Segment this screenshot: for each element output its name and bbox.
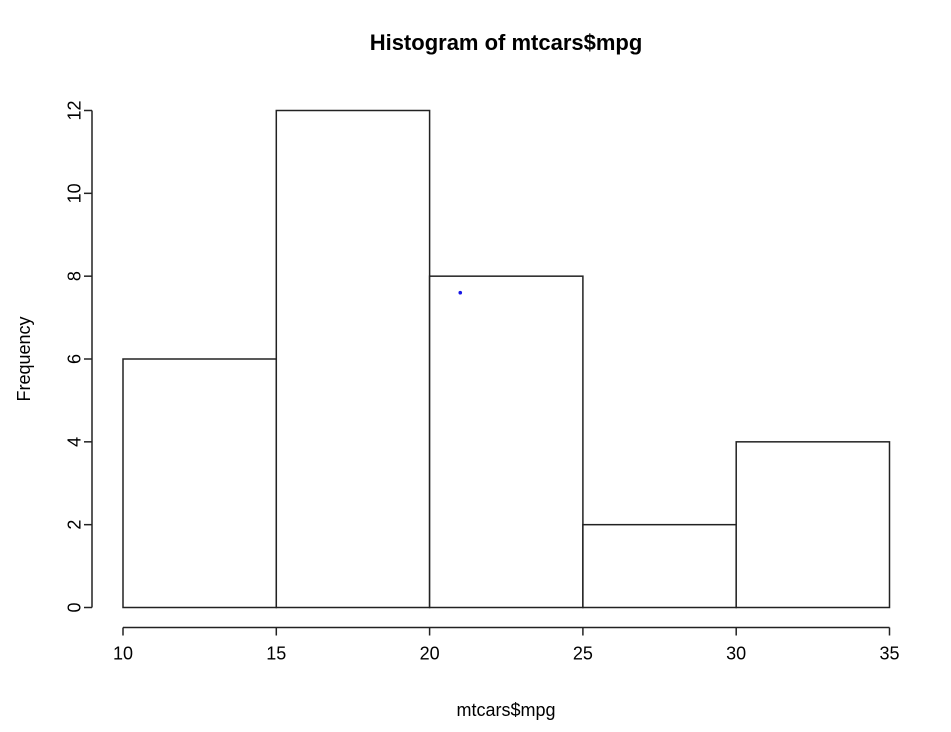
y-axis-tick-label: 4 [64, 437, 84, 447]
x-axis-title: mtcars$mpg [456, 700, 555, 720]
x-axis-tick-label: 30 [726, 644, 746, 664]
x-axis-tick-label: 10 [113, 644, 133, 664]
x-axis-tick-label: 20 [420, 644, 440, 664]
y-axis-tick-label: 10 [64, 183, 84, 203]
y-axis-tick-label: 2 [64, 520, 84, 530]
y-axis-tick-label: 0 [64, 602, 84, 612]
histogram-bar [582, 523, 737, 609]
histogram-bar [428, 275, 584, 609]
stray-data-point [458, 290, 463, 295]
histogram-bar [122, 358, 278, 609]
x-axis: 10 15 20 25 30 35 [113, 626, 900, 664]
y-axis-tick-label: 6 [64, 354, 84, 364]
histogram-bar [735, 441, 891, 609]
chart-title: Histogram of mtcars$mpg [370, 30, 643, 55]
histogram-bars [122, 109, 891, 609]
x-axis-tick-label: 25 [573, 644, 593, 664]
y-axis-tick-label: 8 [64, 271, 84, 281]
x-axis-tick-label: 35 [879, 644, 899, 664]
x-axis-tick-label: 15 [266, 644, 286, 664]
y-axis: 0 2 4 6 8 10 12 [64, 100, 93, 613]
y-axis-title: Frequency [14, 316, 34, 401]
histogram-bar [275, 109, 431, 609]
y-axis-tick-label: 12 [64, 100, 84, 120]
